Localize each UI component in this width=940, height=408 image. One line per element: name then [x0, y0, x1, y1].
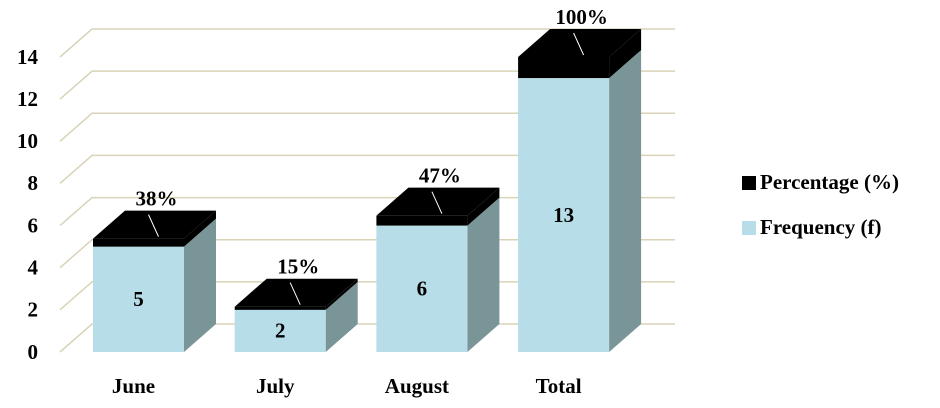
grid-line — [59, 28, 675, 58]
bar — [93, 238, 184, 247]
legend-label: Frequency (f) — [760, 215, 882, 239]
y-tick-label: 4 — [28, 256, 39, 280]
bar-side — [467, 197, 500, 352]
y-tick-label: 10 — [17, 129, 38, 153]
y-tick-label: 6 — [28, 213, 39, 237]
legend-swatch — [742, 176, 756, 190]
bar-side — [609, 29, 642, 79]
y-tick-label: 14 — [17, 45, 39, 69]
data-label: 2 — [275, 319, 286, 343]
data-label: 100% — [555, 5, 608, 29]
x-tick-label: August — [385, 374, 449, 398]
x-tick-label: Total — [536, 374, 582, 398]
data-label: 13 — [553, 203, 574, 227]
bar-top — [376, 187, 500, 216]
data-label: 38% — [136, 186, 178, 210]
bar — [518, 78, 610, 353]
y-tick-label: 0 — [28, 340, 39, 364]
x-tick-label: June — [112, 374, 155, 398]
bar — [93, 246, 184, 352]
leader-line — [289, 282, 301, 305]
leader-line — [431, 191, 443, 214]
y-tick-label: 8 — [28, 171, 39, 195]
bar-side — [184, 218, 216, 352]
bar-side — [184, 210, 216, 247]
bar-top — [93, 210, 216, 239]
bar-side — [467, 187, 500, 226]
bar-side — [325, 281, 358, 352]
legend-label: Percentage (%) — [760, 170, 899, 194]
grid-line — [59, 154, 675, 184]
bar-side — [609, 50, 642, 352]
bar — [234, 309, 326, 352]
bar-top — [518, 29, 642, 57]
grid-line — [59, 70, 675, 100]
data-label: 47% — [419, 163, 461, 187]
bar — [376, 225, 468, 352]
data-label: 5 — [133, 287, 144, 311]
bar — [234, 306, 326, 310]
x-tick-label: July — [256, 374, 295, 398]
leader-line — [573, 32, 585, 56]
legend-swatch — [742, 221, 756, 235]
grid-line — [59, 112, 675, 142]
bar — [518, 57, 610, 79]
bar-top — [234, 278, 358, 307]
y-tick-label: 12 — [17, 87, 38, 111]
bar-side — [325, 278, 358, 310]
leader-line — [148, 214, 159, 237]
data-label: 6 — [417, 277, 428, 301]
y-tick-label: 2 — [28, 298, 39, 322]
bar — [376, 215, 468, 226]
data-label: 15% — [277, 255, 319, 279]
